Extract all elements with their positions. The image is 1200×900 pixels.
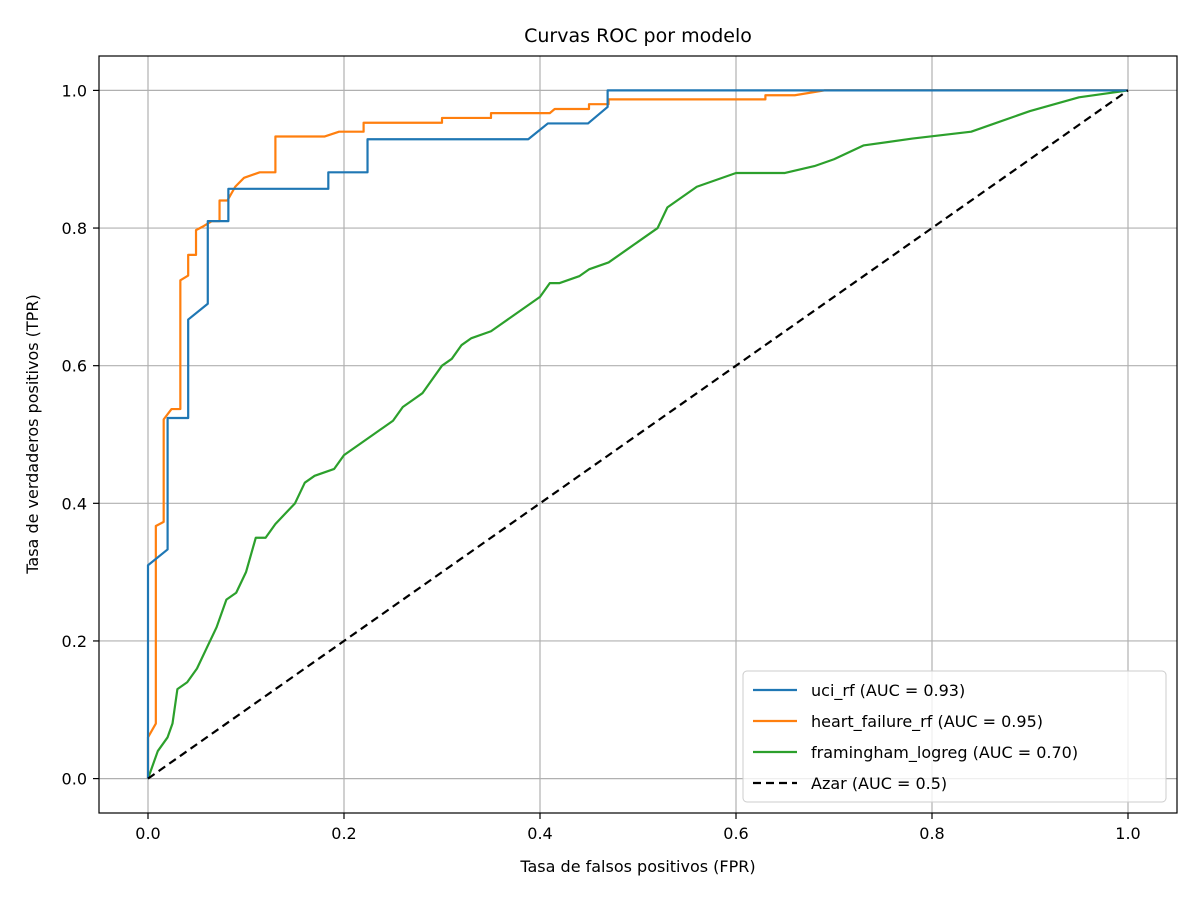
axis-ticks: 0.0 0.2 0.4 0.6 0.8 1.0 0.0 0.2 0.4 0.6 0.8 1.0	[62, 81, 1141, 843]
x-tick-label: 0.4	[527, 824, 552, 843]
series-layer	[146, 89, 1129, 780]
x-tick-label: 0.6	[723, 824, 748, 843]
legend-label-2: framingham_logreg (AUC = 0.70)	[811, 743, 1078, 763]
series-line-3	[147, 89, 1129, 780]
series-line-0	[146, 89, 1128, 779]
y-tick-label: 0.8	[62, 219, 87, 238]
legend-label-3: Azar (AUC = 0.5)	[811, 774, 947, 793]
y-tick-label: 0.6	[62, 357, 87, 376]
plot-frame	[98, 55, 1178, 814]
legend-label-0: uci_rf (AUC = 0.93)	[811, 681, 965, 701]
y-tick-label: 0.4	[62, 494, 87, 513]
legend: uci_rf (AUC = 0.93) heart_failure_rf (AUC…	[742, 670, 1167, 803]
series-line-1	[146, 89, 1128, 779]
legend-box	[742, 670, 1167, 803]
series-line-2	[146, 89, 1129, 779]
chart-title: Curvas ROC por modelo	[524, 25, 752, 47]
y-tick-label: 0.2	[62, 632, 87, 651]
y-tick-label: 1.0	[62, 81, 87, 100]
x-tick-label: 0.2	[331, 824, 356, 843]
x-axis-label: Tasa de falsos positivos (FPR)	[519, 857, 755, 876]
y-axis-label: Tasa de verdaderos positivos (TPR)	[23, 294, 42, 574]
x-tick-label: 0.0	[135, 824, 160, 843]
x-tick-label: 0.8	[919, 824, 944, 843]
x-tick-label: 1.0	[1115, 824, 1140, 843]
legend-label-1: heart_failure_rf (AUC = 0.95)	[811, 712, 1043, 732]
y-tick-label: 0.0	[62, 770, 87, 789]
